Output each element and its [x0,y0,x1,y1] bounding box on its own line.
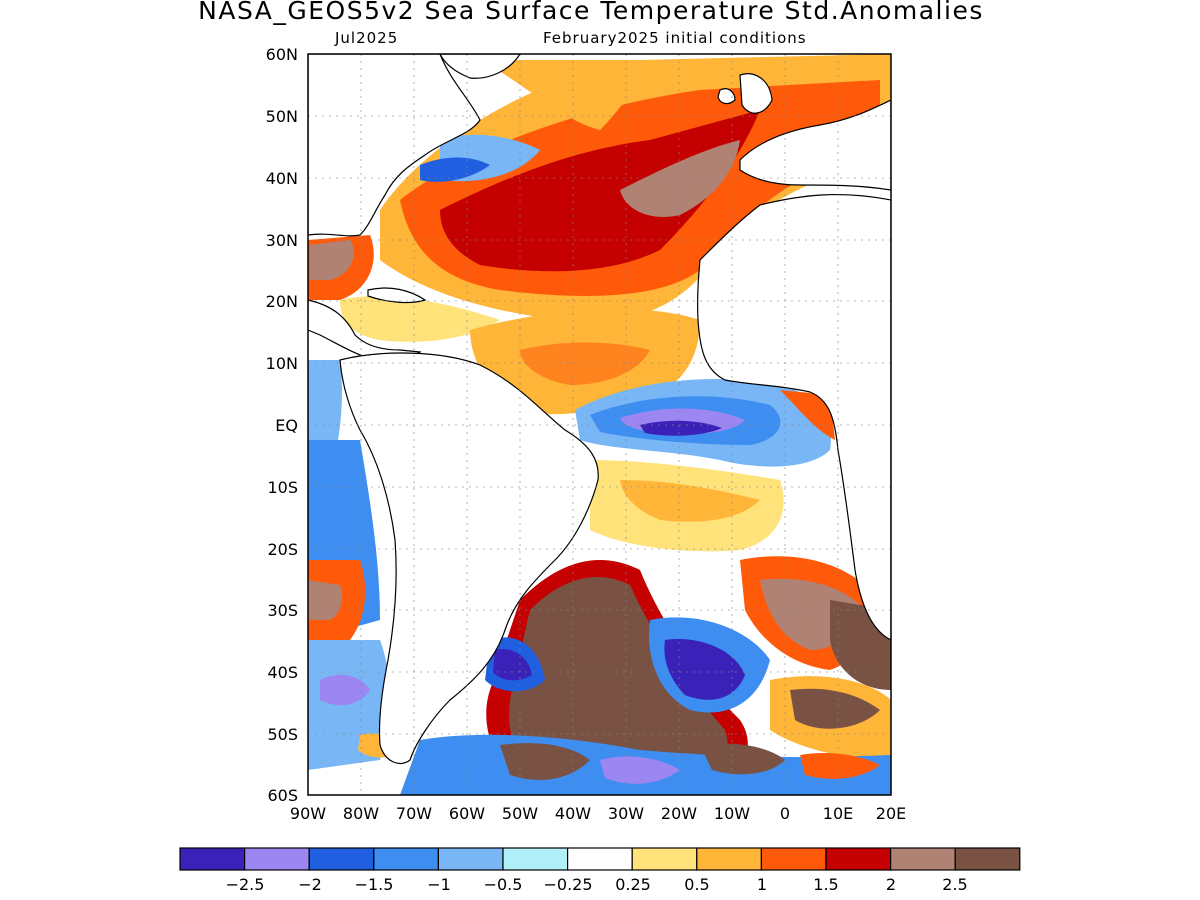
lat-label: 40S [267,663,298,682]
lat-label: 40N [266,169,298,188]
chart-title: NASA_GEOS5v2 Sea Surface Temperature Std… [198,0,984,25]
colorbar-swatches [179,847,1021,871]
colorbar-swatch [244,847,310,871]
colorbar-label: 2 [886,875,896,894]
lon-label: 40W [555,804,591,823]
colorbar-label: 2.5 [942,875,967,894]
lat-label: 30N [266,231,298,250]
colorbar-label: −2.5 [226,875,265,894]
lon-label: 20E [876,804,906,823]
lon-label: 10E [823,804,853,823]
lon-label: 50W [502,804,538,823]
lon-label: 80W [343,804,379,823]
init-conditions-label: February2025 initial conditions [543,29,807,47]
lat-label: 50N [266,107,298,126]
grid [308,54,891,795]
lat-label: 10S [267,478,298,497]
colorbar-swatch [437,847,504,871]
colorbar-label: −1.5 [355,875,394,894]
colorbar-swatch [889,847,956,871]
colorbar-labels: −2.5 −2 −1.5 −1 −0.5 −0.25 0.25 0.5 1 1.… [226,875,968,894]
colorbar-swatch [566,847,633,871]
lon-label: 10W [714,804,750,823]
colorbar-swatch [373,847,439,871]
lat-label: 20N [266,292,298,311]
lat-label: 20S [267,540,298,559]
colorbar-swatch [502,847,569,871]
colorbar-label: −0.25 [543,875,592,894]
colorbar-swatch [179,847,246,871]
latitude-labels: 60N 50N 40N 30N 20N 10N EQ 10S 20S 30S 4… [266,45,298,805]
lon-label: 70W [396,804,432,823]
longitude-labels: 90W 80W 70W 60W 50W 40W 30W 20W 10W 0 10… [290,804,906,823]
colorbar-label: 1 [757,875,767,894]
colorbar-label: −1 [427,875,451,894]
valid-month-label: Jul2025 [335,29,399,47]
lon-label: 0 [780,804,790,823]
lat-label: 60S [267,786,298,805]
colorbar-swatch [631,847,698,871]
lon-label: 30W [608,804,644,823]
colorbar-label: 0.5 [684,875,709,894]
colorbar-label: 0.25 [615,875,651,894]
lat-label: 60N [266,45,298,64]
colorbar-swatch [954,847,1021,871]
colorbar-swatch [825,847,892,871]
land-outlines [308,54,891,765]
lat-label: 30S [267,601,298,620]
lon-label: 90W [290,804,326,823]
lat-label: EQ [275,416,298,435]
colorbar-swatch [308,847,375,871]
lon-label: 20W [661,804,697,823]
lat-label: 10N [266,354,298,373]
colorbar-label: 1.5 [813,875,838,894]
map-frame [307,53,892,796]
colorbar-label: −0.5 [484,875,523,894]
colorbar-swatch [696,847,762,871]
colorbar-swatch [760,847,827,871]
colorbar-label: −2 [298,875,322,894]
lat-label: 50S [267,725,298,744]
lon-label: 60W [449,804,485,823]
